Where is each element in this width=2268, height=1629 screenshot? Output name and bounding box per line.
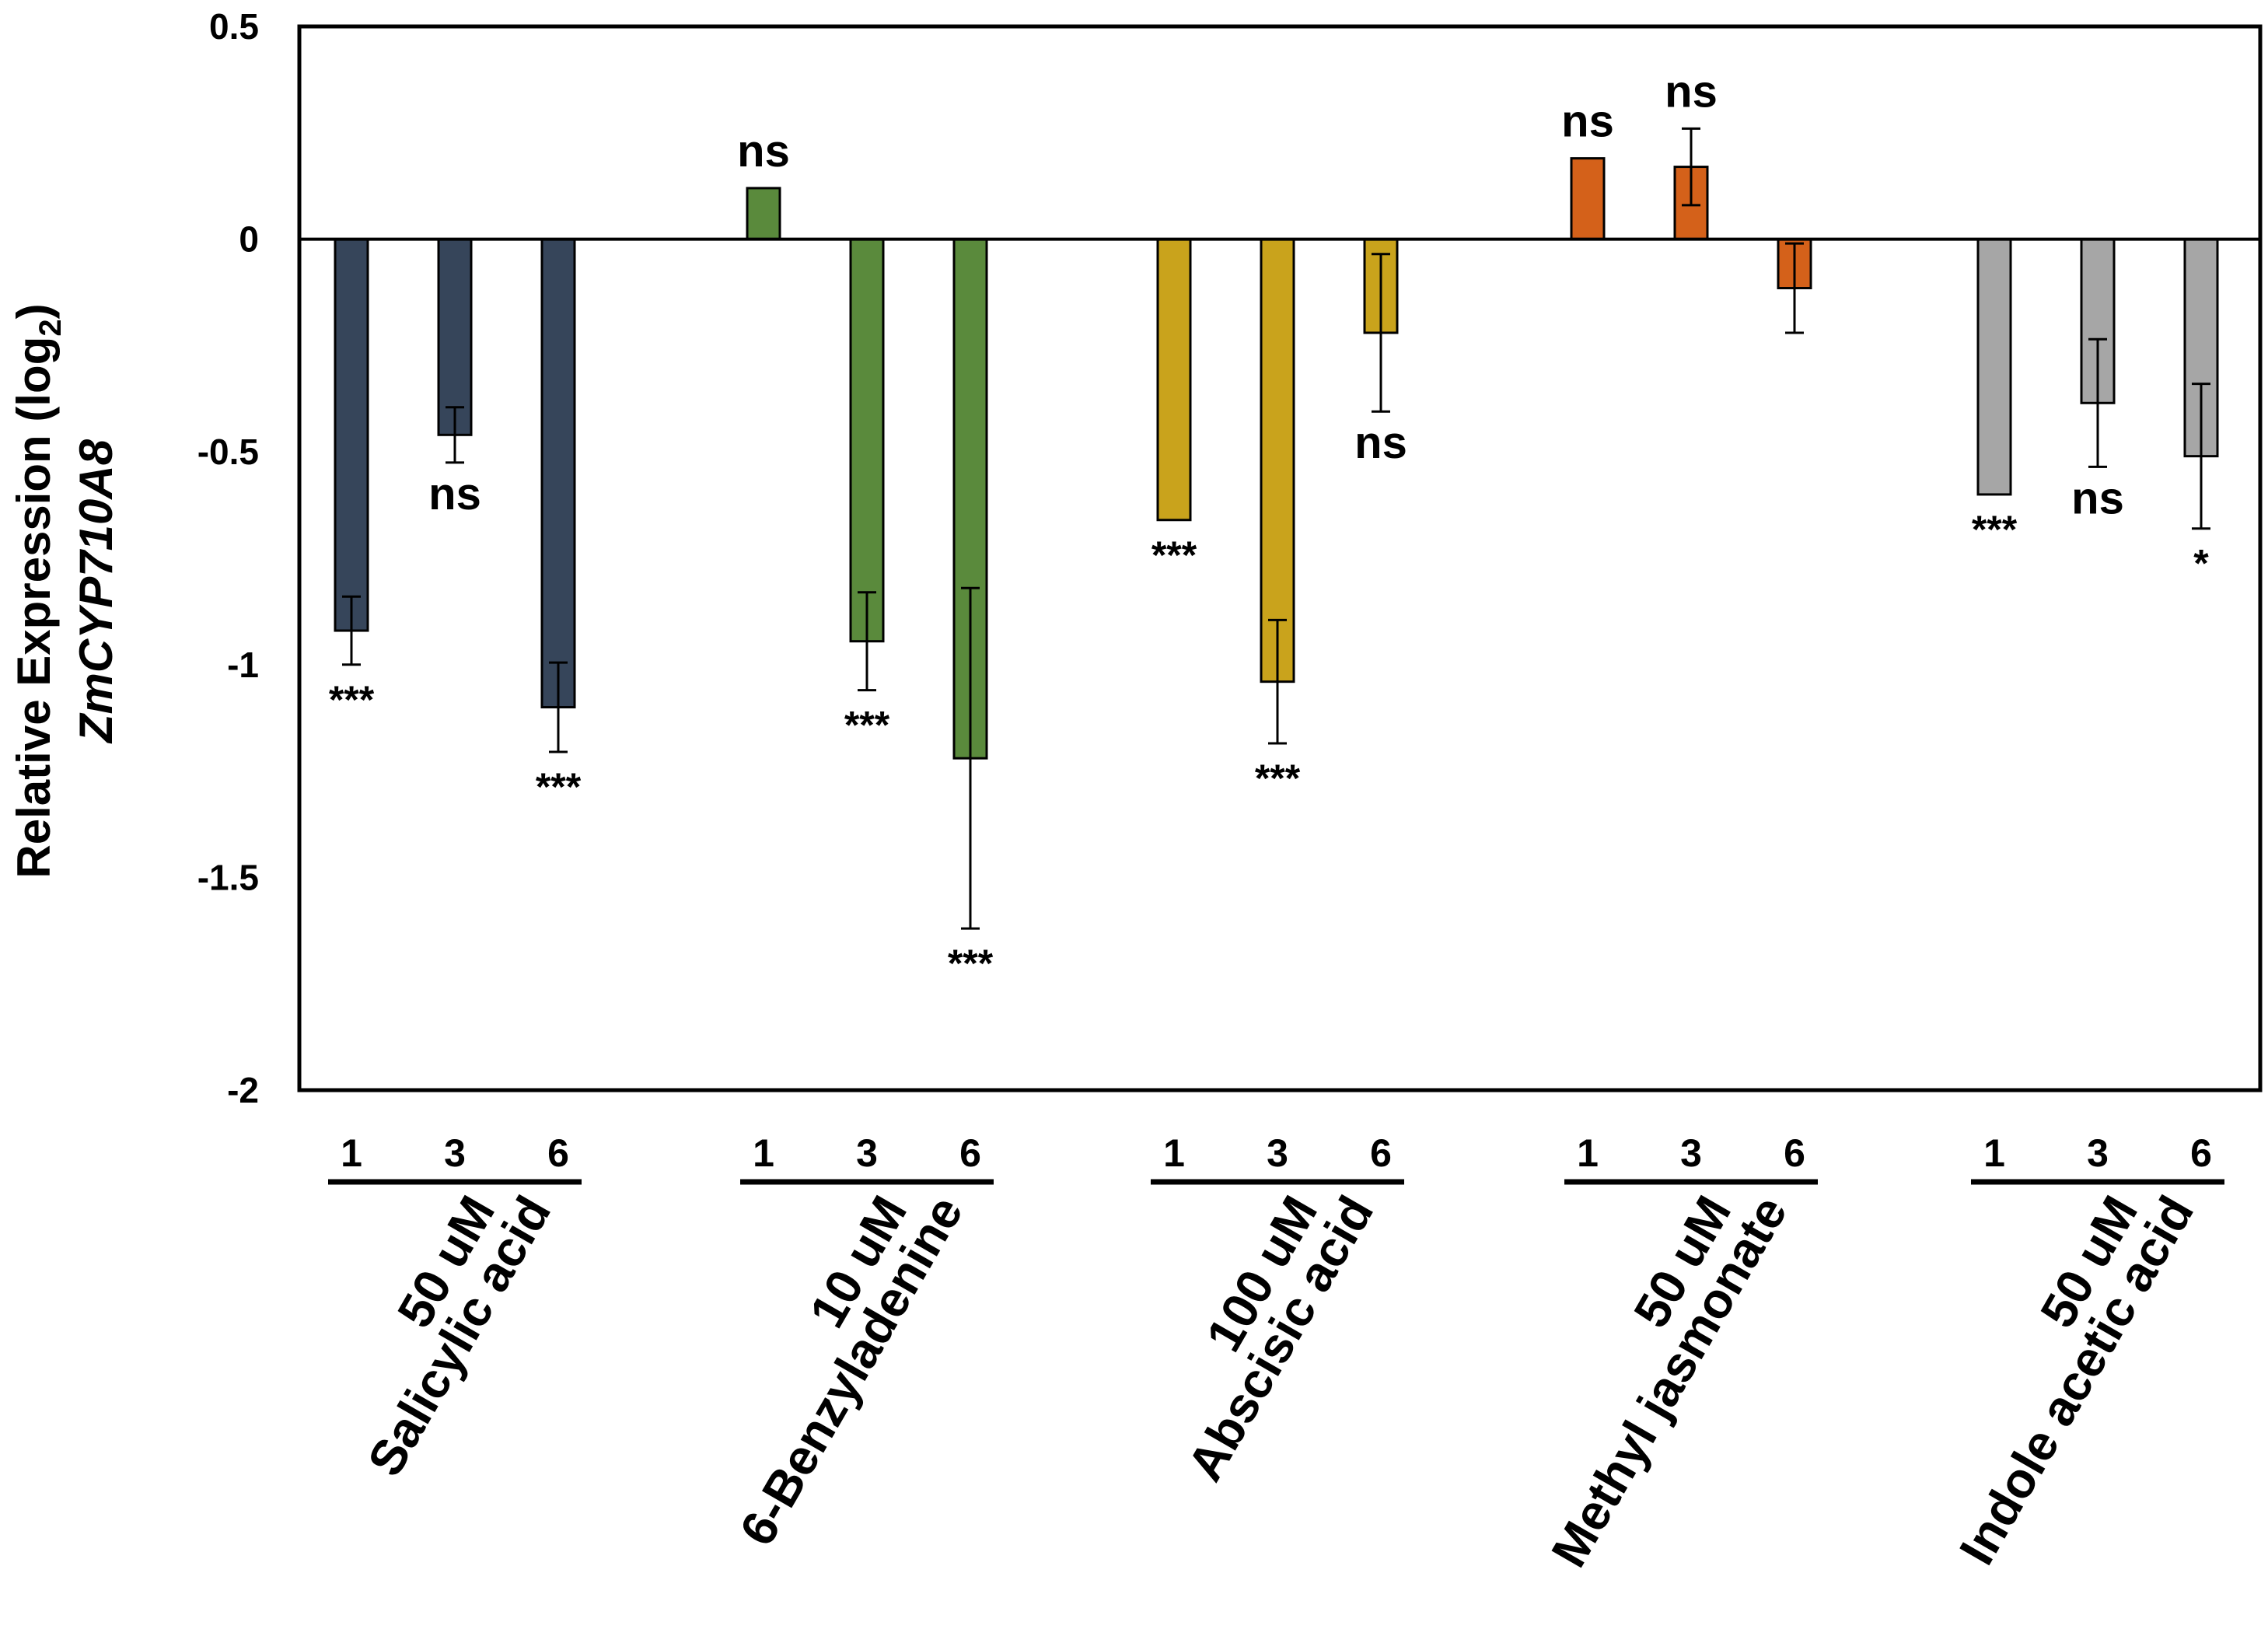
bar — [437, 238, 473, 436]
significance-label: ns — [1354, 418, 1407, 468]
bar — [334, 238, 369, 632]
significance-label: ns — [737, 126, 790, 177]
y-tick-label: -1.5 — [197, 857, 259, 897]
y-axis-title: Relative Expression (log2) ZmCYP710A8 — [8, 303, 122, 878]
time-label: 1 — [753, 1131, 774, 1175]
significance-label: *** — [844, 704, 890, 747]
time-label: 3 — [2087, 1131, 2109, 1175]
significance-label: ns — [1665, 66, 1718, 117]
significance-label: *** — [948, 942, 994, 985]
time-label: 3 — [444, 1131, 466, 1175]
significance-label: *** — [1151, 533, 1197, 577]
bar — [1570, 157, 1606, 241]
significance-label: *** — [1972, 508, 2018, 551]
bar — [1156, 238, 1192, 522]
y-tick-label: 0 — [239, 219, 259, 260]
bar — [540, 238, 576, 709]
y-tick-label: 0.5 — [209, 6, 259, 47]
time-label: 1 — [341, 1131, 362, 1175]
time-label: 6 — [1784, 1131, 1805, 1175]
significance-label: *** — [536, 765, 582, 809]
time-label: 6 — [547, 1131, 569, 1175]
time-label: 6 — [1370, 1131, 1392, 1175]
bar — [1260, 238, 1295, 683]
significance-label: ns — [1561, 96, 1614, 147]
time-label: 1 — [1577, 1131, 1599, 1175]
significance-label: ns — [2071, 473, 2124, 523]
significance-label: * — [2193, 542, 2209, 586]
bar — [746, 187, 781, 241]
y-axis-title-gene: ZmCYP710A8 — [70, 439, 122, 744]
y-tick-label: -2 — [227, 1070, 259, 1110]
y-tick-label: -0.5 — [197, 432, 259, 472]
time-label: 6 — [959, 1131, 981, 1175]
time-label: 6 — [2190, 1131, 2212, 1175]
time-label: 3 — [1680, 1131, 1702, 1175]
time-label: 3 — [856, 1131, 878, 1175]
time-label: 3 — [1267, 1131, 1288, 1175]
time-label: 1 — [1983, 1131, 2005, 1175]
significance-label: *** — [329, 678, 375, 722]
y-tick-label: -1 — [227, 645, 259, 685]
plot-area-frame — [297, 24, 2263, 1092]
bar — [849, 238, 885, 643]
bar — [1976, 238, 2012, 496]
significance-label: ns — [428, 469, 481, 519]
y-axis-title-line1: Relative Expression (log2) — [8, 303, 68, 878]
significance-label: *** — [1255, 757, 1301, 800]
time-label: 1 — [1163, 1131, 1185, 1175]
